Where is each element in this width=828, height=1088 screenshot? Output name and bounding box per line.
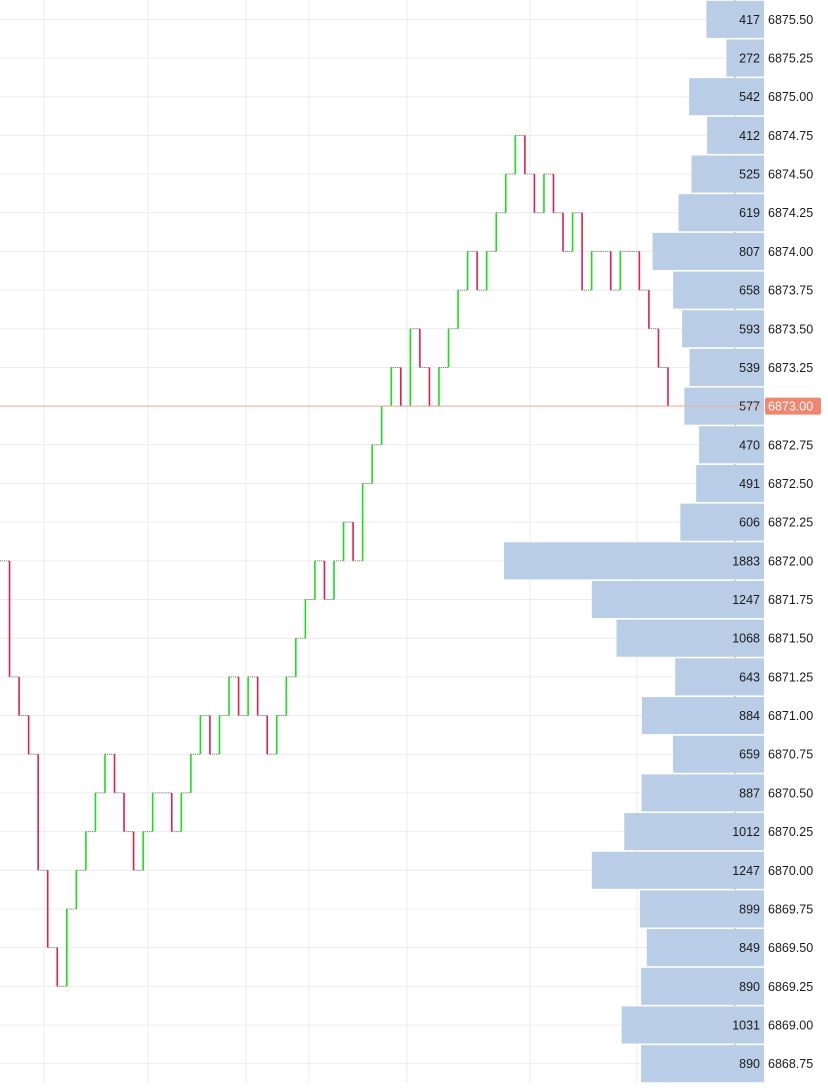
volume-label: 887 — [739, 786, 760, 800]
volume-label: 899 — [739, 902, 760, 916]
volume-bar — [616, 619, 764, 657]
volume-bar — [673, 735, 764, 773]
volume-profile: 4172725424125256198076585935395774704916… — [504, 0, 764, 1083]
volume-bar — [689, 348, 764, 386]
volume-label: 1031 — [732, 1018, 760, 1032]
volume-bar — [726, 39, 764, 77]
price-axis-label: 6872.25 — [768, 516, 813, 530]
price-axis-label: 6872.00 — [768, 554, 813, 568]
volume-bar — [706, 0, 764, 38]
volume-bar — [652, 232, 764, 270]
price-axis-label: 6870.75 — [768, 748, 813, 762]
volume-label: 593 — [739, 322, 760, 336]
price-axis-label: 6873.50 — [768, 322, 813, 336]
volume-label: 491 — [739, 477, 760, 491]
volume-label: 659 — [739, 748, 760, 762]
volume-bar — [680, 503, 764, 541]
price-axis-label: 6869.75 — [768, 902, 813, 916]
price-axis-label: 6873.25 — [768, 361, 813, 375]
price-axis-label: 6873.75 — [768, 284, 813, 298]
price-axis-label: 6872.75 — [768, 438, 813, 452]
volume-label: 1012 — [732, 825, 760, 839]
volume-bar — [682, 310, 764, 348]
volume-bar — [689, 78, 764, 116]
volume-bar — [591, 851, 764, 889]
volume-label: 658 — [739, 284, 760, 298]
volume-label: 417 — [739, 13, 760, 27]
volume-label: 1068 — [732, 632, 760, 646]
price-line — [0, 134, 669, 987]
volume-bar — [675, 658, 764, 696]
price-axis-label: 6872.50 — [768, 477, 813, 491]
volume-label: 542 — [739, 90, 760, 104]
price-axis-label: 6874.75 — [768, 129, 813, 143]
volume-label: 470 — [739, 438, 760, 452]
volume-label: 412 — [739, 129, 760, 143]
price-axis-label: 6875.50 — [768, 13, 813, 27]
volume-label: 890 — [739, 980, 760, 994]
price-axis-label: 6869.50 — [768, 941, 813, 955]
volume-bar — [691, 155, 764, 193]
volume-label: 539 — [739, 361, 760, 375]
volume-label: 1247 — [732, 593, 760, 607]
price-axis-label: 6869.00 — [768, 1018, 813, 1032]
volume-bar — [624, 813, 764, 851]
price-axis[interactable]: 6875.50 6875.25 6875.00 6874.75 6874.50 6874.… — [765, 13, 821, 1071]
price-axis-label: 6871.00 — [768, 709, 813, 723]
volume-label: 890 — [739, 1057, 760, 1071]
volume-bar — [641, 774, 764, 812]
volume-label: 272 — [739, 52, 760, 66]
volume-label: 884 — [739, 709, 760, 723]
volume-label: 643 — [739, 670, 760, 684]
price-axis-label: 6874.00 — [768, 245, 813, 259]
price-axis-label: 6874.50 — [768, 168, 813, 182]
price-axis-label: 6875.00 — [768, 90, 813, 104]
volume-label: 525 — [739, 168, 760, 182]
volume-bar — [699, 426, 764, 464]
price-axis-label: 6869.25 — [768, 980, 813, 994]
volume-bar — [696, 464, 764, 503]
volume-label: 849 — [739, 941, 760, 955]
volume-bar — [641, 1045, 764, 1083]
volume-label: 606 — [739, 516, 760, 530]
volume-label: 619 — [739, 206, 760, 220]
volume-label: 1247 — [732, 864, 760, 878]
volume-bar — [639, 890, 764, 928]
volume-bar — [646, 929, 764, 967]
price-axis-label: 6871.25 — [768, 670, 813, 684]
volume-bar — [591, 580, 764, 619]
price-axis-label: 6868.75 — [768, 1057, 813, 1071]
volume-bar — [641, 697, 764, 735]
price-axis-label: 6874.25 — [768, 206, 813, 220]
volume-bar — [678, 194, 764, 232]
current-price-badge — [765, 397, 821, 415]
volume-bar — [707, 116, 764, 154]
price-axis-label: 6870.25 — [768, 825, 813, 839]
price-axis-label: 6871.75 — [768, 593, 813, 607]
volume-bar — [673, 271, 764, 309]
price-axis-label: 6870.50 — [768, 786, 813, 800]
price-axis-label: 6870.00 — [768, 864, 813, 878]
price-axis-label: 6871.50 — [768, 632, 813, 646]
volume-label: 807 — [739, 245, 760, 259]
volume-bar — [641, 967, 764, 1005]
current-price-badge-label: 6873.00 — [768, 400, 813, 414]
price-axis-label: 6875.25 — [768, 52, 813, 66]
volume-label: 1883 — [732, 554, 760, 568]
volume-bar — [621, 1006, 764, 1044]
volume-bar — [504, 542, 764, 580]
